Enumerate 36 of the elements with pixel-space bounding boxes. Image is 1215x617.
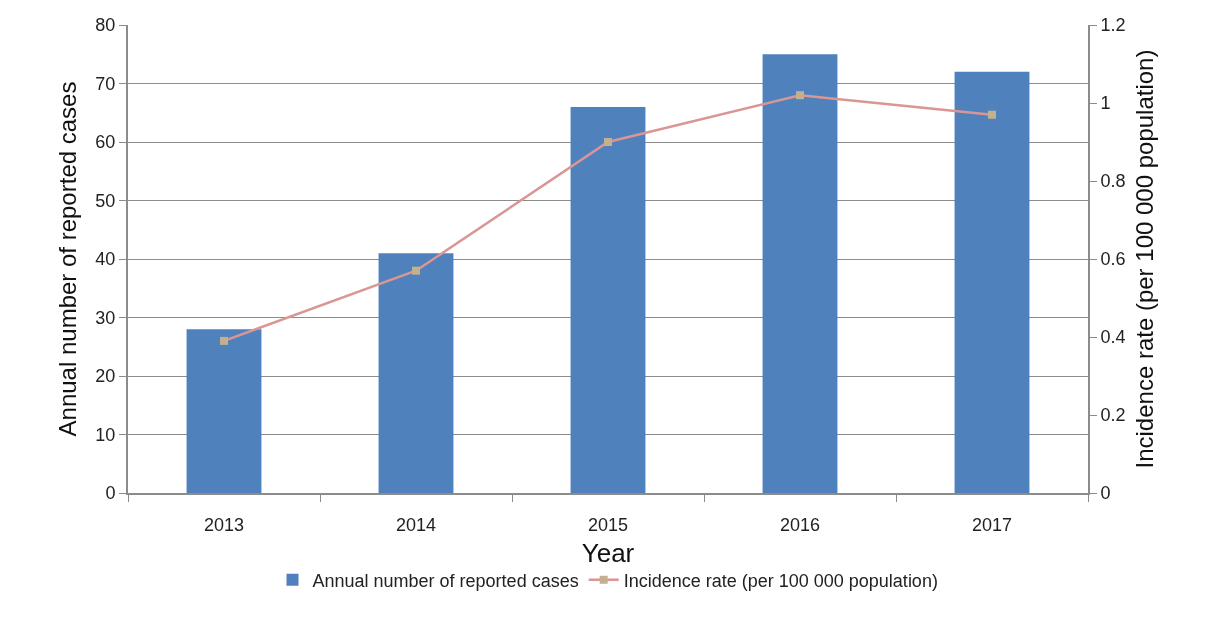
- y2-axis-title: Incidence rate (per 100 000 population): [1131, 49, 1159, 469]
- y-tick-label: 70: [95, 73, 116, 94]
- y2-tick-label: 1: [1100, 93, 1111, 114]
- y2-tick-label: 1.2: [1100, 15, 1126, 36]
- x-tick-label: 2014: [395, 514, 437, 535]
- bar: [186, 329, 262, 493]
- y2-tick-label: 0.8: [1100, 171, 1126, 192]
- y-tick-label: 30: [95, 307, 116, 328]
- x-tick-label: 2016: [779, 514, 821, 535]
- bar: [954, 71, 1030, 493]
- y-tick-label: 50: [95, 190, 116, 211]
- y2-tick-label: 0.4: [1100, 327, 1126, 348]
- y-tick-label: 60: [95, 132, 116, 153]
- y-tick-label: 40: [95, 249, 116, 270]
- point: [796, 91, 804, 100]
- point: [412, 266, 420, 275]
- x-tick-label: 2017: [971, 514, 1013, 535]
- y2-tick-label: 0.6: [1100, 249, 1126, 270]
- y2-tick-label: 0: [1100, 483, 1111, 504]
- point: [988, 110, 996, 119]
- x-tick-label: 2013: [203, 514, 245, 535]
- bar: [378, 253, 454, 493]
- point: [604, 138, 612, 146]
- x-axis-title: Year: [581, 537, 635, 568]
- y-tick-label: 20: [95, 366, 116, 387]
- y2-tick-label: 0.2: [1100, 405, 1126, 426]
- legend-label: Annual number of reported cases: [312, 570, 579, 591]
- y-tick-label: 0: [105, 483, 116, 504]
- bar: [570, 106, 646, 493]
- y-axis-title: Annual number of reported cases: [53, 81, 81, 437]
- y-tick-label: 10: [95, 424, 116, 445]
- bar: [762, 54, 838, 493]
- legend-label: Incidence rate (per 100 000 population): [623, 570, 938, 591]
- y-tick-label: 80: [95, 15, 116, 36]
- x-tick-label: 2015: [587, 514, 629, 535]
- point: [220, 336, 228, 345]
